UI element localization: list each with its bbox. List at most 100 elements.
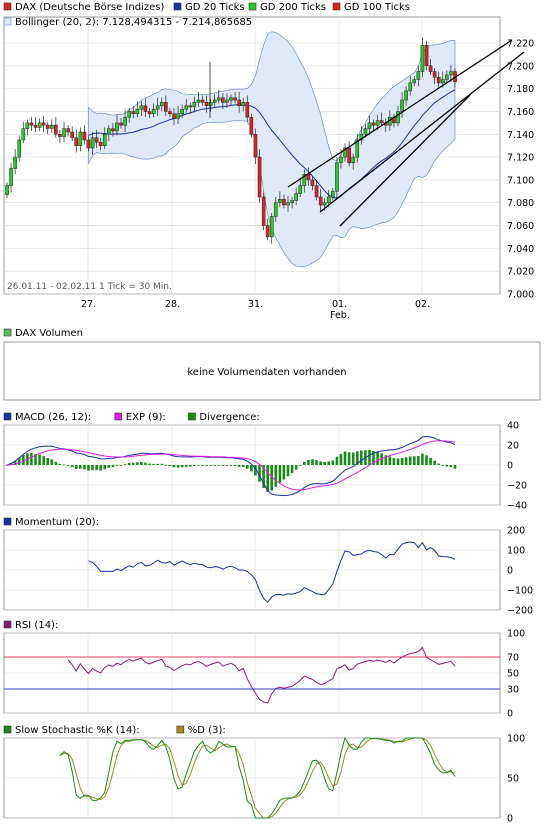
candle-body bbox=[98, 142, 103, 146]
candle-body bbox=[294, 193, 298, 201]
candle-body bbox=[45, 124, 50, 129]
macd-divergence-bar bbox=[54, 461, 58, 465]
macd-divergence-bar bbox=[46, 458, 49, 465]
candle-body bbox=[17, 139, 22, 158]
macd-divergence-bar bbox=[351, 452, 355, 465]
macd-divergence-bar bbox=[246, 465, 249, 469]
momentum-y-tick-label: 100 bbox=[507, 546, 525, 557]
macd-divergence-bar bbox=[356, 451, 359, 465]
candle-body bbox=[404, 90, 408, 101]
legend-label-3: GD 100 Ticks bbox=[344, 2, 410, 13]
candle-body bbox=[151, 108, 156, 115]
candle-body bbox=[274, 202, 278, 217]
candle-body bbox=[164, 102, 168, 112]
candle-body bbox=[217, 97, 221, 101]
macd-divergence-bar bbox=[83, 465, 86, 470]
macd-divergence-bar bbox=[294, 465, 298, 470]
candle-body bbox=[33, 124, 38, 128]
momentum-line bbox=[88, 541, 456, 603]
candle-body bbox=[424, 45, 429, 67]
candle-body bbox=[445, 74, 449, 80]
candle-body bbox=[233, 97, 237, 101]
macd-divergence-bar bbox=[197, 465, 200, 466]
macd-divergence-bar bbox=[380, 453, 383, 465]
candle-body bbox=[261, 196, 266, 226]
macd-divergence-bar bbox=[103, 465, 106, 470]
y-tick-label: 7.160 bbox=[507, 107, 534, 118]
macd-divergence-bar bbox=[404, 457, 408, 465]
macd-divergence-bar bbox=[160, 463, 164, 465]
candle-body bbox=[420, 45, 425, 72]
candle-body bbox=[78, 131, 83, 146]
momentum-y-tick-label: 0 bbox=[507, 566, 513, 577]
macd-divergence-bar bbox=[307, 460, 310, 465]
candle-body bbox=[302, 173, 307, 186]
legend-swatch-0 bbox=[3, 2, 12, 11]
macd-divergence-bar bbox=[156, 463, 159, 465]
candle-body bbox=[400, 99, 404, 112]
y-tick-label: 7.060 bbox=[507, 221, 534, 232]
rsi-legend-swatch-0 bbox=[3, 620, 12, 629]
candle-body bbox=[188, 105, 193, 108]
rsi-y-tick-label: 30 bbox=[507, 685, 519, 696]
macd-divergence-bar bbox=[5, 465, 9, 466]
candle-body bbox=[123, 116, 127, 126]
macd-divergence-bar bbox=[335, 456, 339, 465]
macd-divergence-bar bbox=[413, 456, 416, 465]
candle-body bbox=[367, 122, 372, 129]
legend-label-bollinger: Bollinger (20, 2): 7.128,494315 - 7.214,… bbox=[15, 17, 252, 28]
volume-panel-frame bbox=[3, 341, 541, 401]
macd-divergence-bar bbox=[95, 465, 98, 471]
candle-body bbox=[221, 97, 225, 103]
rsi-y-tick-label: 0 bbox=[507, 709, 513, 720]
candle-body bbox=[70, 131, 74, 138]
stoch-k-line bbox=[59, 736, 456, 819]
macd-divergence-bar bbox=[107, 465, 111, 468]
macd-divergence-bar bbox=[168, 465, 172, 466]
macd-divergence-bar bbox=[152, 463, 155, 465]
macd-divergence-bar bbox=[164, 464, 168, 466]
y-tick-label: 7.180 bbox=[507, 84, 534, 95]
legend-label-0: DAX (Deutsche Börse Indizes) bbox=[15, 2, 164, 13]
candle-body bbox=[29, 122, 34, 126]
rsi-line bbox=[67, 646, 456, 704]
macd-divergence-bar bbox=[136, 462, 139, 465]
macd-divergence-bar bbox=[127, 463, 131, 465]
candle-body bbox=[192, 102, 197, 108]
macd-legend-label-0: MACD (26, 12): bbox=[15, 412, 91, 423]
macd-divergence-bar bbox=[123, 464, 127, 465]
candle-body bbox=[375, 120, 380, 126]
momentum-y-tick-label: −100 bbox=[507, 586, 533, 597]
candle-body bbox=[282, 199, 286, 206]
macd-divergence-bar bbox=[193, 465, 196, 466]
trendline-middle bbox=[319, 51, 525, 213]
gd20-line bbox=[88, 89, 456, 199]
candle-body bbox=[441, 79, 445, 84]
candle-body bbox=[379, 120, 384, 124]
macd-divergence-bar bbox=[437, 463, 440, 465]
macd-divergence-bar bbox=[408, 456, 412, 465]
macd-divergence-bar bbox=[433, 460, 436, 465]
candle-body bbox=[298, 185, 303, 194]
macd-divergence-bar bbox=[445, 465, 449, 467]
macd-divergence-bar bbox=[17, 457, 21, 465]
candle-body bbox=[107, 128, 111, 135]
candle-body bbox=[343, 147, 347, 158]
macd-divergence-bar bbox=[184, 465, 188, 467]
macd-divergence-bar bbox=[254, 465, 257, 476]
macd-divergence-bar bbox=[140, 462, 143, 465]
candle-body bbox=[21, 128, 26, 141]
candle-body bbox=[127, 111, 132, 118]
legend-swatch-3 bbox=[332, 2, 341, 11]
candle-body bbox=[245, 102, 250, 118]
candle-body bbox=[314, 185, 319, 198]
stoch-y-tick-label: 0 bbox=[507, 814, 513, 825]
macd-divergence-bar bbox=[274, 465, 278, 487]
candle-body bbox=[9, 168, 13, 186]
candle-body bbox=[237, 99, 241, 106]
candle-body bbox=[204, 102, 209, 106]
candle-body bbox=[278, 199, 282, 203]
rsi-y-tick-label: 100 bbox=[507, 629, 525, 640]
candle-body bbox=[347, 147, 351, 164]
candle-body bbox=[139, 105, 144, 110]
